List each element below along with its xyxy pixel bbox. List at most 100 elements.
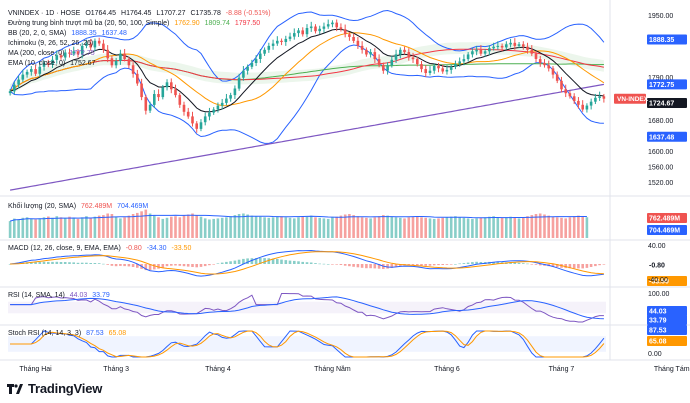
volume-bar [365,217,368,238]
volume-bar [276,216,279,238]
volume-bar [416,216,419,238]
macd-histogram-bar [568,264,572,269]
candle-body [208,112,211,117]
candle-body [589,101,593,106]
candle-body [326,24,330,27]
candle-body [483,51,487,54]
volume-bar [38,218,42,238]
volume-legend[interactable]: Khối lượng (20, SMA) 762.489M 704.469M [8,202,151,211]
macd-histogram-bar [293,260,296,264]
price-tick: 1560.00 [648,164,673,171]
macd-histogram-bar [153,264,156,270]
volume-bar [551,216,555,238]
macd-histogram-bar [195,264,198,268]
bb-legend[interactable]: BB (20, 2, 0, SMA) 1888.35 1637.48 [8,29,130,38]
macd-histogram-bar [462,263,466,264]
volume-bar [212,218,215,238]
candle-body [301,30,304,35]
ema10-line [9,28,604,113]
volume-bar [394,217,398,238]
ichimoku-legend[interactable]: Ichimoku (9, 26, 52, 26, 26) [8,39,96,48]
macd-histogram-bar [513,262,517,264]
volume-bar [199,216,203,238]
indicator-axis-badge [647,260,687,270]
volume-bar [581,216,584,238]
macd-histogram-bar [220,262,224,264]
volume-bar [538,213,542,238]
volume-bar [106,213,109,238]
macd-line-value: -34.30 [146,245,167,252]
macd-histogram-bar [318,263,321,265]
x-axis-label: Tháng 7 [549,366,575,373]
candle-body [25,71,29,75]
candle-body [297,30,300,34]
candle-body [199,122,203,129]
stoch-legend[interactable]: Stoch RSI (14, 14, 3, 3) 87.53 65.08 [8,329,129,338]
candle-body [577,100,580,105]
ma-ribbon-v1: 1762.90 [174,20,200,27]
candle-body [581,104,584,110]
vn-index-badge [614,93,646,104]
indicator-axis-tick-1: -40.00 [648,277,668,284]
symbol-label[interactable]: VNINDEX · 1D · HOSE [8,10,81,17]
macd-legend[interactable]: MACD (12, 26, close, 9, EMA, EMA) -0.80 … [8,244,194,253]
indicator-axis-tick-3: 0.00 [648,351,662,358]
macd-histogram-bar [407,264,411,266]
macd-histogram-bar [186,264,190,267]
volume-bar [305,216,309,238]
macd-histogram-bar [454,264,457,265]
symbol-header: VNINDEX · 1D · HOSE O1764.45 H1764.45 L1… [8,9,274,18]
price-axis-badge [647,34,687,45]
candle-body [165,82,169,88]
x-axis-label: Tháng 3 [103,366,129,373]
macd-histogram-bar [339,264,343,265]
price-axis-badge-label: 1637.48 [649,134,674,141]
indicator-axis-badge-label: 33.79 [649,318,667,325]
candle-body [322,26,326,29]
candle-body [466,54,470,60]
volume-bar [360,217,364,238]
volume-bar [110,214,114,238]
macd-histogram-bar [106,264,109,265]
macd-histogram-bar [314,263,317,264]
rsi-legend[interactable]: RSI (14, SMA, 14) 44.03 33.79 [8,291,113,300]
candle-body [242,70,245,78]
candle-body [318,28,321,32]
price-tick: 1950.00 [648,13,673,20]
bb-label: BB (20, 2, 0, SMA) [8,30,67,37]
volume-bar [309,215,313,238]
candle-body [259,53,262,59]
candle-body [454,63,457,67]
indicator-axis-badge-label: 87.53 [649,328,667,335]
candle-body [458,61,461,64]
candle-body [17,79,20,85]
volume-bar [466,218,470,238]
macd-histogram-bar [589,264,593,267]
rsi-band [8,301,606,314]
volume-bar [424,217,427,238]
macd-line [10,249,604,277]
macd-histogram-bar [127,264,131,267]
volume-bar [144,209,148,238]
macd-histogram-bar [492,261,495,264]
candle-body [407,52,411,58]
macd-histogram-bar [250,258,254,264]
candle-body [471,51,474,55]
ema10-legend[interactable]: EMA (10, close, 0) 1752.67 [8,59,98,68]
volume-bar [280,216,283,238]
candle-body [390,59,394,66]
volume-bar [136,212,139,238]
macd-histogram-bar [280,259,283,264]
volume-bar [382,215,385,238]
macd-histogram-bar [479,262,483,264]
volume-bar [220,217,224,238]
candle-body [500,45,504,48]
ma-ribbon-legend[interactable]: Đường trung bình trượt mũ ba (20, 50, 10… [8,19,263,28]
volume-bar [530,215,534,238]
volume-bar [492,216,495,238]
indicator-axis-badge [647,315,687,325]
macd-histogram-bar [8,264,12,265]
ma200-legend[interactable]: MA (200, close, 0) 1772.75 [8,49,98,58]
candle-body [475,49,478,52]
